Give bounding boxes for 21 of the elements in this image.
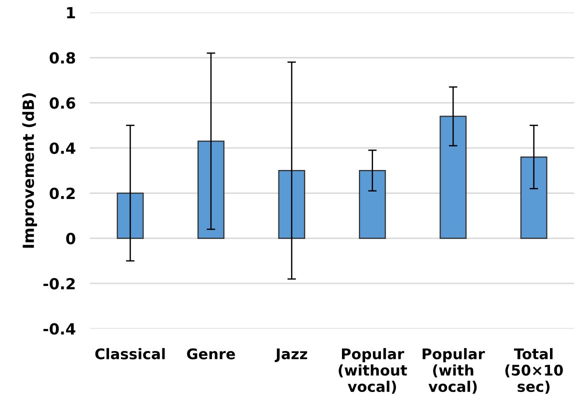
x-tick-label: Popular (without vocal) bbox=[338, 348, 408, 394]
x-tick-label: Classical bbox=[95, 348, 165, 360]
x-tick-label: Total (50×10 sec) bbox=[505, 348, 563, 394]
y-tick-label: -0.2 bbox=[43, 278, 75, 290]
bar bbox=[198, 140, 224, 239]
y-tick-label: -0.4 bbox=[43, 323, 76, 335]
bar bbox=[358, 170, 386, 239]
bar bbox=[440, 116, 467, 239]
bar bbox=[278, 170, 306, 239]
bar bbox=[116, 192, 144, 239]
y-axis-title: Improvement (dB) bbox=[22, 93, 38, 248]
y-tick-label: 0.4 bbox=[50, 142, 76, 154]
y-tick-label: 0.2 bbox=[50, 188, 75, 200]
y-tick-label: 0.8 bbox=[50, 52, 76, 64]
x-tick-label: Popular (with vocal) bbox=[422, 348, 485, 394]
x-tick-label: Genre bbox=[187, 348, 235, 360]
x-tick-label: Jazz bbox=[274, 348, 308, 362]
y-tick-label: 0.6 bbox=[50, 97, 76, 109]
bar bbox=[520, 156, 548, 239]
y-tick-label: 1 bbox=[67, 7, 75, 18]
y-tick-label: 0 bbox=[66, 232, 76, 244]
